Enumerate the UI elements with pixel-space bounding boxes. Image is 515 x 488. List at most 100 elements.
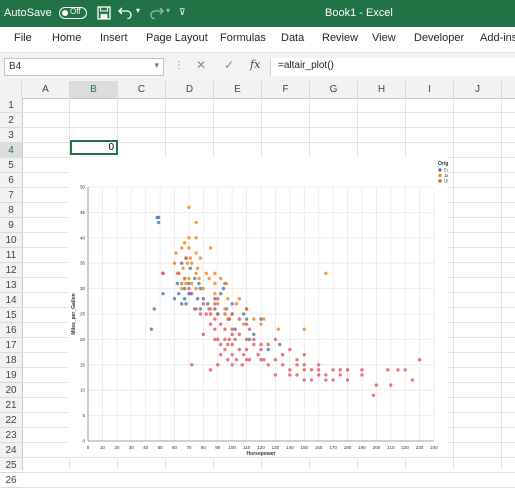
- column-header-i[interactable]: I: [406, 81, 454, 98]
- data-point-usa: [360, 373, 364, 377]
- column-headers: A B C D E F G H I J: [0, 81, 515, 99]
- tab-file[interactable]: File: [14, 32, 32, 44]
- enter-icon[interactable]: ✓: [224, 58, 235, 72]
- formula-input[interactable]: =altair_plot(): [270, 58, 515, 76]
- data-point-japan: [276, 327, 280, 331]
- redo-dropdown-icon[interactable]: ▾: [166, 6, 171, 15]
- row-header[interactable]: 24: [0, 443, 22, 458]
- row-header[interactable]: 13: [0, 278, 22, 293]
- undo-dropdown-icon[interactable]: ▾: [136, 6, 141, 15]
- column-header-f[interactable]: F: [262, 81, 310, 98]
- row-header[interactable]: 7: [0, 188, 22, 203]
- row-header[interactable]: 4: [0, 143, 22, 158]
- row-header[interactable]: 9: [0, 218, 22, 233]
- name-box-value: B4: [9, 61, 22, 72]
- data-point-europe: [242, 312, 246, 316]
- cell-b4[interactable]: 0: [70, 140, 118, 155]
- altair-chart[interactable]: 0 10 20 30 40 50 60 70 80 90 100 110 120 130 140 150 160…: [68, 157, 458, 457]
- data-point-europe: [156, 220, 161, 225]
- customize-quick-access-icon[interactable]: ⊽: [179, 7, 186, 17]
- tab-add-ins[interactable]: Add-ins: [480, 32, 515, 44]
- tab-view[interactable]: View: [372, 32, 396, 44]
- name-box[interactable]: B4 ▾: [4, 58, 164, 76]
- row-header[interactable]: 22: [0, 413, 22, 428]
- data-point-usa: [230, 342, 234, 347]
- row-header[interactable]: 2: [0, 113, 22, 128]
- tab-page-layout[interactable]: Page Layout: [146, 32, 208, 44]
- data-point-europe: [259, 317, 263, 321]
- column-header-d[interactable]: D: [166, 81, 214, 98]
- data-point-europe: [161, 291, 165, 296]
- row-header[interactable]: 11: [0, 248, 22, 263]
- row-header[interactable]: 18: [0, 353, 22, 368]
- data-point-europe: [184, 302, 188, 306]
- row-gridline: [22, 142, 515, 143]
- data-point-japan: [207, 276, 211, 281]
- row-header[interactable]: 16: [0, 323, 22, 338]
- row-header[interactable]: 20: [0, 383, 22, 398]
- data-point-usa: [223, 327, 227, 331]
- data-point-japan: [198, 256, 203, 260]
- undo-icon[interactable]: [118, 5, 134, 24]
- column-header-h[interactable]: H: [358, 81, 406, 98]
- data-point-japan: [172, 261, 177, 265]
- cancel-icon[interactable]: ✕: [196, 58, 207, 72]
- redo-icon[interactable]: [148, 5, 164, 24]
- data-point-usa: [259, 358, 263, 362]
- data-point-usa: [331, 368, 335, 372]
- tab-home[interactable]: Home: [52, 32, 82, 44]
- row-header[interactable]: 17: [0, 338, 22, 353]
- y-tick-label: 0: [82, 439, 85, 444]
- data-point-usa: [208, 322, 213, 326]
- column-header-e[interactable]: E: [214, 81, 262, 98]
- column-header-b[interactable]: B: [70, 81, 118, 98]
- data-point-usa: [403, 368, 407, 372]
- insert-function-icon[interactable]: fx: [250, 58, 261, 71]
- tab-formulas[interactable]: Formulas: [220, 32, 266, 44]
- row-header[interactable]: 6: [0, 173, 22, 188]
- more-options-icon[interactable]: ⋮: [174, 60, 184, 71]
- column-header-g[interactable]: G: [310, 81, 358, 98]
- data-point-japan: [223, 307, 227, 311]
- data-point-usa: [338, 368, 342, 372]
- row-header[interactable]: 21: [0, 398, 22, 413]
- row-header[interactable]: 10: [0, 233, 22, 248]
- data-point-europe: [177, 291, 181, 296]
- row-header[interactable]: 25: [0, 458, 22, 473]
- row-header[interactable]: 19: [0, 368, 22, 383]
- data-point-usa: [252, 342, 256, 347]
- x-tick-label: 190: [358, 445, 366, 450]
- tab-insert[interactable]: Insert: [100, 32, 128, 44]
- row-header[interactable]: 1: [0, 98, 22, 113]
- column-header-c[interactable]: C: [118, 81, 166, 98]
- data-point-japan: [224, 281, 229, 286]
- row-header[interactable]: 23: [0, 428, 22, 443]
- data-point-usa: [302, 363, 306, 367]
- data-point-usa: [247, 327, 252, 331]
- column-header-a[interactable]: A: [22, 81, 70, 98]
- autosave-toggle[interactable]: Off: [59, 7, 87, 19]
- x-tick-label: 90: [215, 445, 221, 450]
- data-point-usa: [187, 286, 191, 291]
- data-point-usa: [213, 337, 217, 342]
- row-header[interactable]: 15: [0, 308, 22, 323]
- data-point-usa: [230, 312, 234, 316]
- column-header-j[interactable]: J: [454, 81, 502, 98]
- row-header[interactable]: 3: [0, 128, 22, 143]
- data-point-usa: [266, 342, 270, 347]
- row-header[interactable]: 8: [0, 203, 22, 218]
- y-tick-label: 40: [80, 235, 86, 240]
- row-header[interactable]: 12: [0, 263, 22, 278]
- tab-developer[interactable]: Developer: [414, 32, 465, 44]
- row-header[interactable]: 5: [0, 158, 22, 173]
- data-point-usa: [201, 332, 206, 337]
- row-header[interactable]: 26: [0, 473, 22, 488]
- save-icon[interactable]: [97, 6, 111, 25]
- chevron-down-icon[interactable]: ▾: [154, 60, 159, 70]
- select-all-corner[interactable]: [0, 81, 22, 98]
- data-point-europe: [180, 261, 184, 265]
- tab-data[interactable]: Data: [281, 32, 305, 44]
- data-point-usa: [324, 378, 328, 382]
- tab-review[interactable]: Review: [322, 32, 359, 44]
- row-header[interactable]: 14: [0, 293, 22, 308]
